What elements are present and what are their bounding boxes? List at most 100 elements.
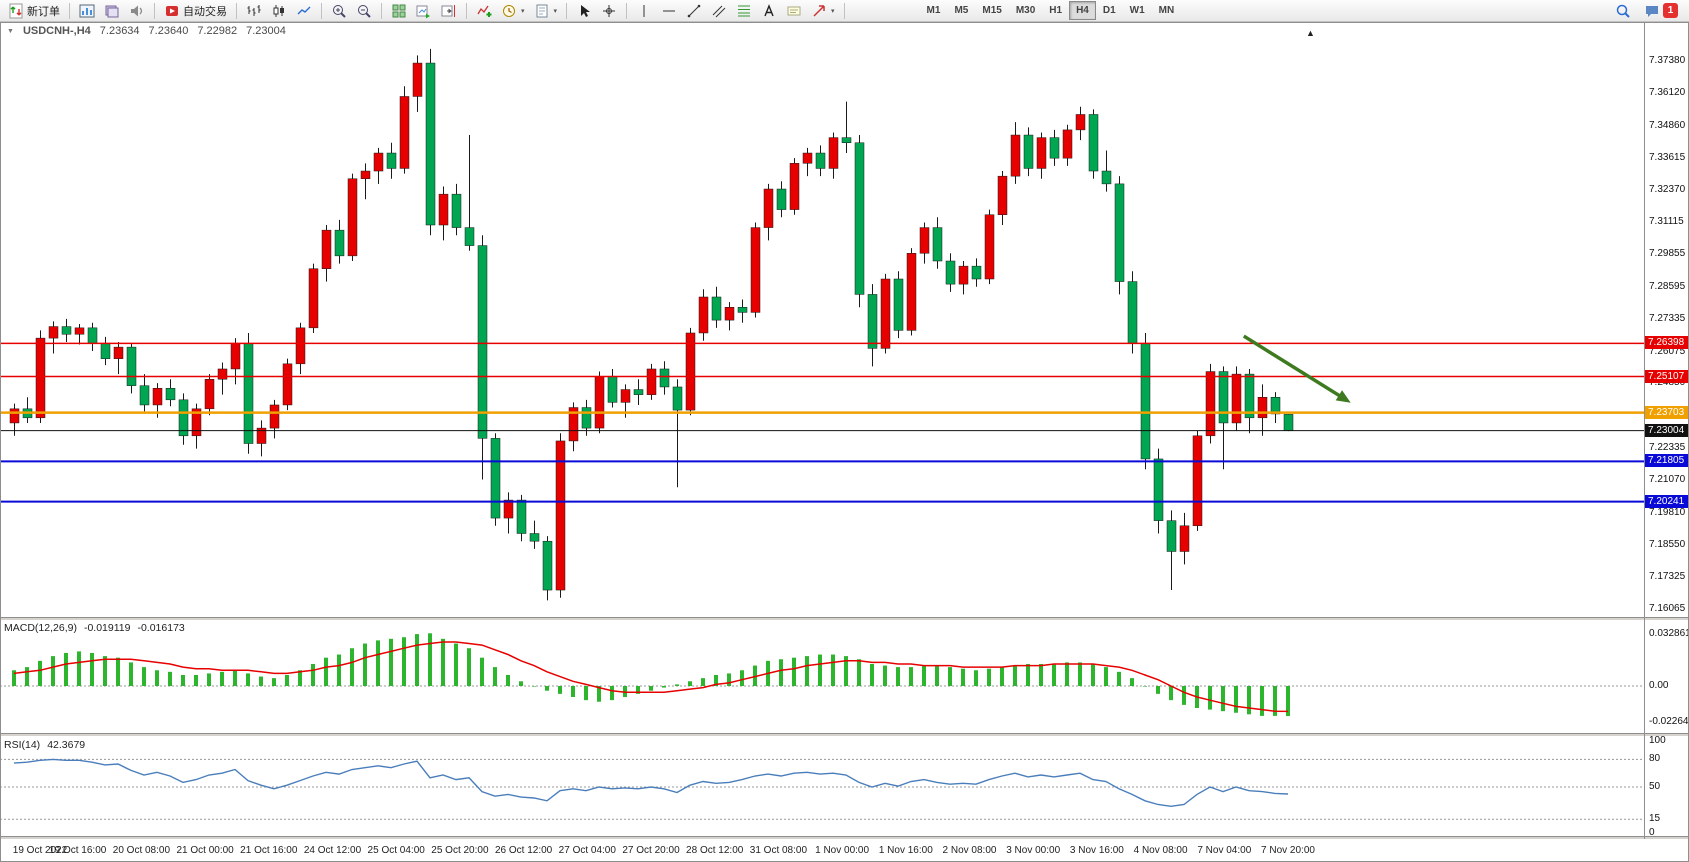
- horizontal-line-button[interactable]: [657, 1, 681, 21]
- zoom-in-button[interactable]: [327, 1, 351, 21]
- rsi-axis-label: 100: [1649, 735, 1666, 746]
- cursor-button[interactable]: [572, 1, 596, 21]
- autotrading-button[interactable]: 自动交易: [160, 1, 231, 21]
- toolbar-separator: [236, 2, 237, 19]
- macd-pane[interactable]: [0, 620, 1644, 733]
- toolbar-separator: [154, 2, 155, 19]
- toolbar-separator: [69, 2, 70, 19]
- tf-m15[interactable]: M15: [975, 1, 1008, 20]
- price-axis-label: 7.34860: [1649, 119, 1686, 131]
- arrow-tool-icon: [813, 4, 825, 17]
- main-chart-pane[interactable]: [0, 40, 1644, 618]
- time-axis-label: 20 Oct 08:00: [112, 845, 171, 856]
- alerts-button[interactable]: [125, 1, 149, 21]
- channel-button[interactable]: [707, 1, 731, 21]
- pane-splitter: [0, 836, 1689, 839]
- macd-axis-label: 0.032861: [1649, 628, 1689, 640]
- search-button[interactable]: [1611, 1, 1635, 21]
- toolbar-separator: [566, 2, 568, 19]
- notifications-button[interactable]: 1: [1640, 1, 1682, 21]
- timeframe-toolbar: M1 M5 M15 M30 H1 H4 D1 W1 MN: [920, 1, 1182, 20]
- new-chart-icon: [79, 4, 95, 17]
- search-icon: [1616, 4, 1630, 18]
- horizontal-line-icon: [663, 10, 676, 11]
- periods-button[interactable]: ▾: [497, 1, 529, 21]
- price-axis-label: 7.32370: [1649, 183, 1686, 195]
- time-axis-label: 7 Nov 04:00: [1197, 845, 1252, 856]
- new-order-label: 新订单: [27, 5, 60, 18]
- price-axis-label: 7.16065: [1649, 602, 1686, 614]
- tf-m5[interactable]: M5: [947, 1, 975, 20]
- tf-mn[interactable]: MN: [1152, 1, 1182, 20]
- macd-signal-value: -0.016173: [137, 622, 185, 634]
- time-axis-label: 3 Nov 16:00: [1069, 845, 1124, 856]
- profiles-button[interactable]: [100, 1, 124, 21]
- text-button[interactable]: [757, 1, 781, 21]
- ohlc-close: 7.23004: [246, 25, 286, 37]
- price-axis-label: 7.23590: [1649, 409, 1686, 421]
- time-axis-label: 2 Nov 08:00: [942, 845, 997, 856]
- trend-arrow-head[interactable]: [1335, 390, 1351, 403]
- clock-icon: [503, 4, 515, 17]
- templates-button[interactable]: ▾: [530, 1, 562, 21]
- trend-arrow-object[interactable]: [1242, 334, 1348, 402]
- crosshair-button[interactable]: [597, 1, 621, 21]
- pane-splitter[interactable]: [0, 617, 1689, 620]
- tf-h4[interactable]: H4: [1069, 1, 1096, 20]
- trendline-button[interactable]: [682, 1, 706, 21]
- tile-windows-icon: [392, 4, 406, 17]
- tf-h1[interactable]: H1: [1042, 1, 1069, 20]
- text-label-button[interactable]: [782, 1, 806, 21]
- vertical-line-button[interactable]: [632, 1, 656, 21]
- price-axis-label: 7.36120: [1649, 87, 1686, 99]
- price-axis-label: 7.21070: [1649, 474, 1686, 486]
- crosshair-icon: [603, 4, 616, 17]
- zoom-out-button[interactable]: [352, 1, 376, 21]
- macd-axis-label: 0.00: [1649, 680, 1669, 691]
- pane-splitter[interactable]: [0, 733, 1689, 736]
- line-chart-type-button[interactable]: [292, 1, 316, 21]
- tf-w1[interactable]: W1: [1123, 1, 1152, 20]
- time-axis-label: 3 Nov 00:00: [1006, 845, 1061, 856]
- bar-chart-type-button[interactable]: [242, 1, 266, 21]
- new-chart-button[interactable]: [75, 1, 99, 21]
- arrows-button[interactable]: ▾: [807, 1, 839, 21]
- rsi-axis-label: 80: [1649, 753, 1661, 765]
- tile-windows-button[interactable]: [387, 1, 411, 21]
- tf-m1[interactable]: M1: [920, 1, 948, 20]
- macd-name: MACD(12,26,9): [4, 622, 77, 634]
- template-icon: [536, 4, 548, 17]
- price-level-tag: 7.23004: [1645, 423, 1689, 437]
- tf-m30[interactable]: M30: [1009, 1, 1042, 20]
- line-chart-type-icon: [297, 6, 311, 14]
- ohlc-open: 7.23634: [99, 25, 140, 37]
- chart-shift-button[interactable]: [437, 1, 461, 21]
- time-axis-label: 27 Oct 20:00: [622, 845, 680, 856]
- toolbar-separator: [381, 2, 382, 19]
- time-axis-label: 4 Nov 08:00: [1133, 845, 1188, 856]
- toolbar-separator: [321, 2, 322, 19]
- chevron-down-icon: ▾: [521, 7, 525, 15]
- rsi-value: 42.3679: [47, 739, 86, 751]
- rsi-pane[interactable]: [0, 736, 1644, 836]
- time-axis-label: 31 Oct 08:00: [749, 845, 808, 856]
- alerts-icon: [131, 5, 143, 16]
- price-axis-label: 7.17325: [1649, 570, 1686, 582]
- new-order-button[interactable]: 新订单: [4, 1, 64, 21]
- time-scale[interactable]: 19 Oct 2022 19 Oct 16:00 20 Oct 08:00 21 Oc…: [0, 839, 1689, 862]
- trendline-icon: [687, 4, 701, 17]
- price-axis-label: 7.19810: [1649, 506, 1686, 518]
- time-axis-label: 1 Nov 00:00: [815, 845, 870, 856]
- tf-d1[interactable]: D1: [1096, 1, 1123, 20]
- candlestick-type-button[interactable]: [267, 1, 291, 21]
- indicators-button[interactable]: [472, 1, 496, 21]
- one-click-trading-collapse-icon[interactable]: ▼: [7, 27, 14, 35]
- chart-symbol-period: USDCNH-,H4: [22, 25, 91, 37]
- auto-scroll-button[interactable]: [412, 1, 436, 21]
- time-axis-label: 7 Nov 20:00: [1261, 845, 1315, 856]
- chevron-down-icon: ▾: [553, 7, 558, 15]
- price-axis-label: 7.28595: [1649, 280, 1686, 292]
- fibonacci-button[interactable]: [732, 1, 756, 21]
